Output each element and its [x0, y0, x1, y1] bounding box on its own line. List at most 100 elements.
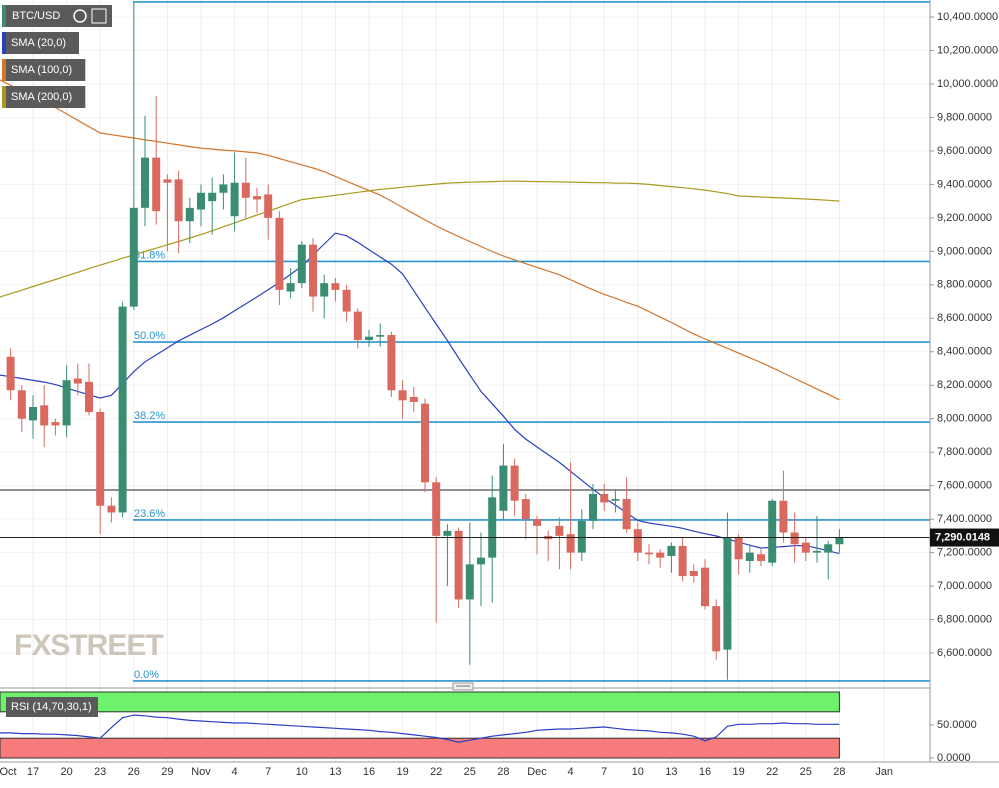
- candle-body: [678, 545, 687, 577]
- candle-body: [667, 545, 676, 556]
- last-price-label: 7,290.0148: [935, 531, 990, 543]
- candle-body: [208, 192, 217, 202]
- candle-body: [219, 184, 228, 193]
- x-tick-label: 28: [833, 766, 845, 778]
- fib-label: 38.2%: [134, 410, 165, 422]
- x-tick-label: 19: [396, 766, 408, 778]
- candle-body: [275, 217, 284, 290]
- candle-body: [152, 157, 161, 212]
- candle-body: [51, 422, 60, 426]
- indicator-stripe: [2, 59, 6, 81]
- rsi-overbought-band: [0, 691, 840, 713]
- candle-body: [73, 378, 82, 384]
- candle-body: [813, 550, 821, 553]
- legend: BTC/USD SMA (20,0) SMA (100,0) SMA (200,0): [2, 5, 112, 108]
- x-tick-label: 19: [732, 766, 744, 778]
- y-tick-label: 9,400.0000: [937, 178, 992, 190]
- candle-body: [622, 499, 631, 530]
- candle-body: [421, 403, 429, 483]
- candle-body: [633, 529, 642, 553]
- fib-label: 23.6%: [134, 508, 165, 520]
- candle-body: [801, 542, 810, 553]
- y-tick-label: 10,400.0000: [937, 11, 998, 23]
- candle-body: [745, 552, 754, 561]
- candle-body: [824, 544, 833, 553]
- symbol-stripe: [2, 5, 6, 27]
- x-tick-label: 22: [430, 766, 442, 778]
- x-tick-label: 7: [601, 766, 607, 778]
- symbol-box[interactable]: [2, 5, 112, 27]
- rsi-legend-box[interactable]: [6, 697, 98, 717]
- indicator-stripe: [2, 86, 6, 108]
- indicator-box[interactable]: [2, 86, 86, 108]
- candle-body: [790, 532, 799, 545]
- x-tick-label: Oct: [0, 766, 17, 778]
- y-tick-label: 8,600.0000: [937, 312, 992, 324]
- candle-body: [96, 412, 105, 506]
- candle-body: [589, 494, 597, 521]
- rsi-line: [0, 714, 840, 743]
- y-tick-label: 6,600.0000: [937, 647, 992, 659]
- candle-body: [320, 283, 329, 297]
- y-tick-label: 10,200.0000: [937, 44, 998, 56]
- y-tick-label: 8,400.0000: [937, 346, 992, 358]
- x-tick-label: 13: [329, 766, 341, 778]
- candle-body: [6, 356, 15, 391]
- candle-body: [17, 390, 26, 419]
- candle-body: [768, 500, 777, 563]
- panel-handle[interactable]: [452, 682, 474, 691]
- refresh-icon[interactable]: [73, 9, 87, 23]
- candle-body: [443, 530, 452, 536]
- candle-body: [118, 306, 127, 513]
- candle-body: [521, 499, 530, 520]
- candle-body: [510, 465, 519, 501]
- candle-body: [835, 537, 844, 545]
- candle-body: [331, 283, 340, 290]
- x-tick-label: 23: [94, 766, 106, 778]
- y-tick-label: 6,800.0000: [937, 613, 992, 625]
- x-tick-label: 16: [363, 766, 375, 778]
- y-tick-label: 7,200.0000: [937, 547, 992, 559]
- indicator-box[interactable]: [2, 32, 79, 54]
- indicator-stripe: [2, 32, 6, 54]
- candle-body: [465, 564, 474, 600]
- candle-body: [129, 207, 138, 307]
- settings-icon[interactable]: [91, 8, 107, 24]
- y-tick-label: 8,000.0000: [937, 413, 992, 425]
- candle-body: [241, 182, 250, 198]
- candle-body: [409, 396, 418, 402]
- indicator-label: SMA (200,0): [11, 91, 72, 103]
- candle-body: [488, 497, 497, 558]
- fib-label: 61.8%: [134, 249, 165, 261]
- indicator-label: SMA (20,0): [11, 37, 66, 49]
- candle-body: [40, 405, 49, 426]
- y-tick-label: 8,200.0000: [937, 379, 992, 391]
- candle-body: [163, 179, 172, 183]
- candle-body: [689, 571, 698, 577]
- x-tick-label: 29: [161, 766, 173, 778]
- last-price-tag: [930, 528, 999, 547]
- candle-body: [432, 482, 441, 536]
- candle-body: [264, 194, 273, 218]
- x-tick-label: Jan: [875, 766, 893, 778]
- rsi-tick-label: 50.0000: [937, 719, 977, 731]
- candle-body: [365, 336, 373, 341]
- indicator-label: SMA (100,0): [11, 64, 72, 76]
- x-tick-label: Nov: [191, 766, 211, 778]
- candle-body: [85, 381, 93, 413]
- candle-body: [309, 244, 317, 297]
- candle-body: [645, 552, 653, 555]
- candle-body: [611, 499, 620, 501]
- candle-body: [757, 554, 765, 561]
- x-tick-label: 20: [60, 766, 72, 778]
- x-tick-label: 10: [296, 766, 308, 778]
- candle-body: [734, 537, 743, 560]
- sma-line: [0, 232, 840, 555]
- candle-body: [297, 244, 306, 284]
- indicator-box[interactable]: [2, 59, 86, 81]
- candle-body: [185, 207, 194, 222]
- x-tick-label: 28: [497, 766, 509, 778]
- candle-body: [387, 335, 396, 391]
